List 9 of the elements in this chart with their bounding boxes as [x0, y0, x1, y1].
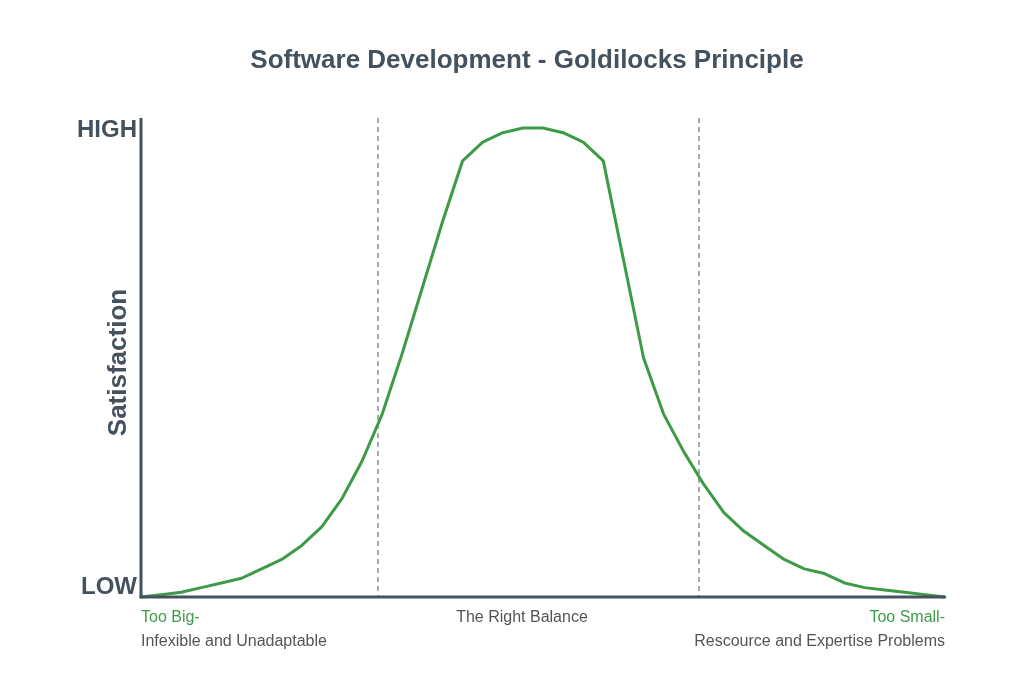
text: HIGH [77, 115, 137, 142]
text: The Right Balance [456, 608, 588, 625]
text: LOW [81, 572, 138, 599]
y-axis-title: Satisfaction [102, 288, 132, 437]
text: Too Big- [141, 608, 200, 625]
text: Infexible and Unadaptable [141, 632, 328, 649]
text: Too Small- [869, 608, 945, 625]
text: Rescource and Expertise Problems [694, 632, 945, 649]
chart-title: Software Development - Goldilocks Principle [250, 44, 804, 74]
